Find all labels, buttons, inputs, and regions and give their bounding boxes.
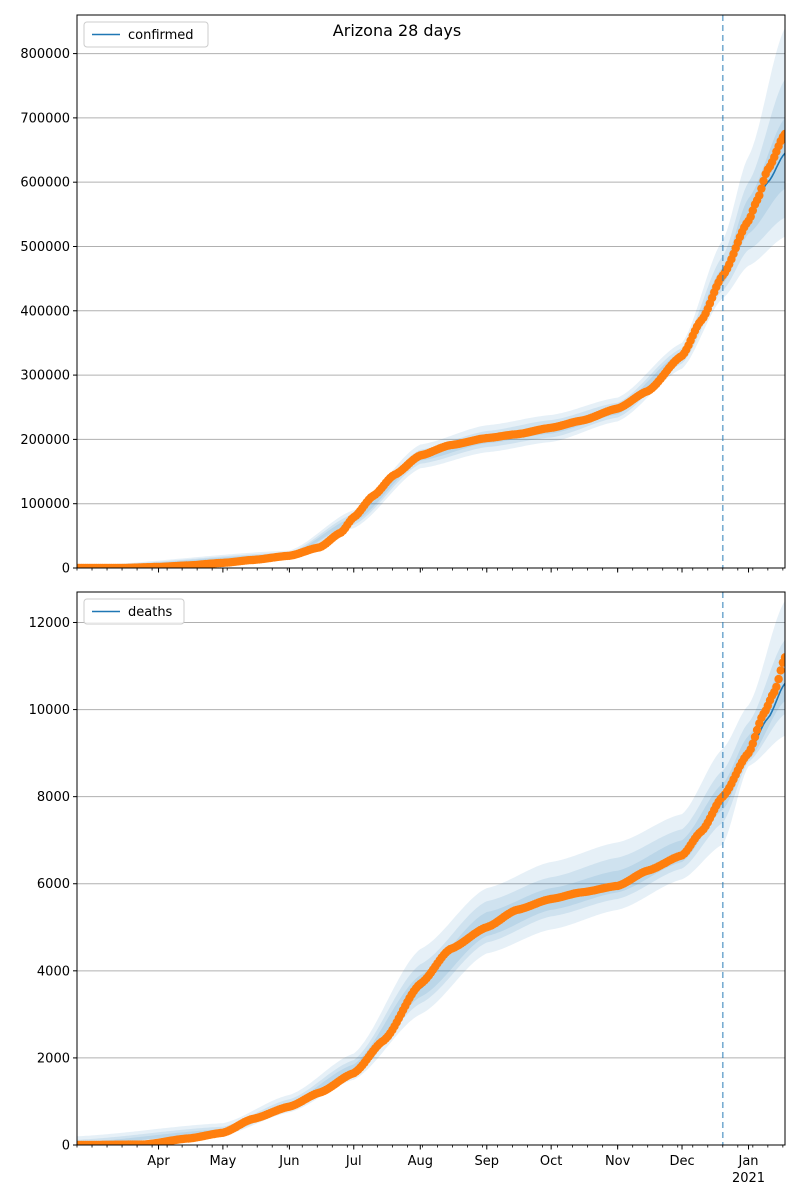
- figure-title: Arizona 28 days: [333, 21, 461, 40]
- observed-point: [780, 653, 785, 662]
- plot-area: [77, 27, 785, 568]
- deaths-panel: 0 2000 4000 6000 8000 10000 12000 Apr May Jun Jul A…: [29, 591, 786, 1186]
- observed-point: [780, 129, 785, 139]
- x-tick-label: Dec: [669, 1154, 694, 1169]
- y-tick-label: 800000: [20, 47, 70, 62]
- y-tick-label: 6000: [37, 877, 70, 892]
- confirmed-panel: 0 100000 200000 300000 400000 500000 600000 700…: [20, 14, 786, 577]
- y-tick-label: 8000: [37, 790, 70, 805]
- y-tick-label: 700000: [20, 111, 70, 126]
- observed-point: [755, 191, 764, 200]
- y-tick-label: 300000: [20, 369, 70, 384]
- legend-label: deaths: [128, 605, 173, 620]
- legend: deaths: [83, 598, 185, 625]
- confidence-band: [77, 79, 785, 568]
- plot-area: [77, 600, 785, 1145]
- confidence-band: [77, 600, 785, 1145]
- x-tick-label: Jul: [345, 1154, 362, 1169]
- x-tick-label: Jan: [738, 1154, 759, 1169]
- x-tick-label: May: [209, 1154, 236, 1169]
- y-tick-label: 0: [62, 562, 70, 577]
- y-tick-label: 2000: [37, 1051, 70, 1066]
- legend: confirmed: [83, 21, 209, 48]
- model-line: [77, 682, 785, 1145]
- x-tick-label: Jun: [278, 1154, 299, 1169]
- confidence-band: [77, 27, 785, 568]
- y-tick-label: 12000: [29, 616, 70, 631]
- legend-box: [83, 21, 209, 48]
- legend-box: [83, 598, 185, 625]
- x-tick-label: Nov: [605, 1154, 631, 1169]
- x-tick-label: Apr: [147, 1154, 170, 1169]
- observed-point: [752, 725, 762, 735]
- y-tick-label: 400000: [20, 304, 70, 319]
- y-tick-label: 600000: [20, 176, 70, 191]
- y-tick-label: 200000: [20, 433, 70, 448]
- observed-point: [757, 184, 766, 193]
- observed-point: [759, 176, 768, 186]
- axes-frame: [76, 14, 786, 569]
- observed-point: [774, 674, 783, 684]
- legend-label: confirmed: [128, 28, 194, 43]
- y-tick-label: 4000: [37, 964, 70, 979]
- y-tick-label: 500000: [20, 240, 70, 255]
- axes-frame: [76, 591, 786, 1146]
- x-tick-label: Aug: [408, 1154, 433, 1169]
- y-tick-label: 10000: [29, 703, 70, 718]
- x-tick-label: Oct: [540, 1154, 562, 1169]
- observed-point: [748, 739, 757, 748]
- observed-point: [776, 666, 785, 675]
- confidence-band: [77, 639, 785, 1145]
- observed-point: [772, 682, 781, 692]
- x-year-label: 2021: [732, 1171, 765, 1186]
- y-tick-label: 0: [62, 1139, 70, 1154]
- y-tick-label: 100000: [20, 497, 70, 512]
- confidence-band: [77, 661, 785, 1145]
- confidence-band: [77, 117, 785, 568]
- observed-point: [750, 732, 760, 742]
- x-tick-label: Sep: [475, 1154, 500, 1169]
